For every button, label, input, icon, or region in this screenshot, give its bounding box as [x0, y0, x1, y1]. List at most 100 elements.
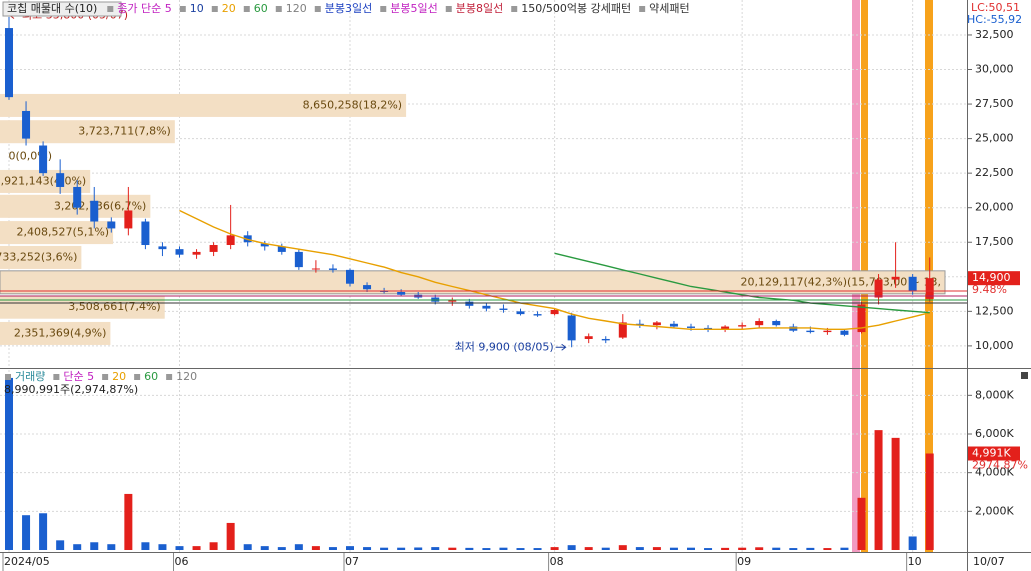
volume-bar [226, 522, 235, 550]
candle-body [22, 110, 31, 139]
legend-swatch [179, 6, 186, 12]
legend-swatch [445, 6, 452, 12]
legend-entry: 종가 단순 5 [117, 2, 171, 15]
hc-label: HC:-55,92 [967, 13, 1022, 26]
volume-profile-bar [0, 270, 946, 295]
x-tick-label: 2024/05 [4, 555, 50, 568]
y-tick-label: 27,500 [975, 97, 1014, 110]
legend-swatch [134, 374, 141, 380]
change-label: 9.48% [972, 283, 1007, 296]
x-tick-label: 08 [550, 555, 564, 568]
volume-profile-bar [0, 221, 114, 245]
candle-body [601, 338, 610, 341]
volume-profile-bar [0, 321, 111, 345]
candle-body [90, 200, 99, 222]
candle-body [209, 245, 218, 252]
legend-entry: 20 [112, 370, 126, 383]
volume-bar [209, 542, 218, 550]
volume-title: 8,990,991주(2,974,87%) [4, 383, 138, 396]
volume-bar [465, 547, 474, 550]
volume-profile-label: 1,921,143(4,0%) [0, 174, 86, 187]
volume-profile-label: 20,129,117(42,3%)(15,703,00 ~ 13, [741, 275, 942, 288]
candle-body [618, 322, 627, 338]
x-tick-label: 06 [175, 555, 189, 568]
legend-swatch [5, 374, 11, 380]
volume-bar [840, 547, 849, 550]
candle-body [806, 330, 815, 333]
candle-body [158, 246, 167, 250]
y-tick-label: 17,500 [975, 235, 1014, 248]
legend-swatch [107, 6, 114, 12]
candle-body [584, 336, 593, 339]
volume-bar [363, 547, 372, 550]
legend-entry: 거래량 [15, 370, 45, 383]
volume-bar [73, 544, 82, 550]
y-tick-label: 12,500 [975, 304, 1014, 317]
candle-body [772, 321, 781, 326]
legend-swatch [511, 6, 518, 12]
volume-bar [311, 546, 320, 550]
volume-profile-bar [0, 93, 407, 117]
candle-body [652, 322, 661, 326]
candle-body [397, 291, 406, 295]
legend-entry: 단순 5 [63, 370, 94, 383]
x-tick-label: 10 [908, 555, 922, 568]
x-tick-label: 07 [345, 555, 359, 568]
legend-swatch [243, 6, 250, 12]
legend-swatch [275, 6, 282, 12]
candle-body [789, 326, 798, 331]
volume-bar [260, 546, 269, 550]
moving-average-line [554, 252, 930, 314]
candle-body [363, 285, 372, 290]
candle-body [755, 321, 764, 326]
candle-body [499, 308, 508, 310]
legend-swatch [166, 374, 173, 380]
legend-swatch [380, 6, 387, 12]
candle-body [567, 315, 576, 341]
volume-bar [380, 547, 389, 550]
candle-body [5, 28, 13, 98]
volume-bar [39, 513, 48, 550]
end-date: 10/07 [973, 555, 1005, 568]
legend-entry: 20 [222, 2, 236, 15]
volume-bar [891, 437, 900, 550]
candle-body [635, 323, 644, 326]
volume-bar [294, 544, 303, 550]
volume-bar [738, 547, 747, 550]
volume-bar [652, 547, 661, 550]
volume-profile-label: 3,723,711(7,8%) [78, 125, 171, 138]
candle-body [891, 276, 900, 280]
volume-profile-label: 1,733,252(3,6%) [0, 250, 77, 263]
volume-bar [550, 547, 559, 550]
candle-body [192, 251, 201, 255]
legend-title: 코칩 매물대 수(10) [7, 2, 97, 15]
candle-body [823, 330, 832, 333]
candle-body [465, 301, 474, 306]
legend-entry: 120 [176, 370, 197, 383]
volume-bar [141, 542, 150, 550]
volume-profile-bar [0, 169, 91, 193]
candle-body [141, 221, 150, 246]
volume-bar [414, 547, 423, 550]
volume-bar [789, 548, 798, 550]
volume-bar [328, 547, 337, 550]
legend-entry: 60 [144, 370, 158, 383]
volume-bar [806, 547, 815, 550]
volume-profile-bar [0, 245, 82, 269]
volume-bar [823, 548, 832, 550]
candle-body [669, 323, 678, 327]
last-price-tag [968, 271, 1020, 286]
volume-profile-label: 3,508,661(7,4%) [68, 300, 161, 313]
lc-label: LC:50,51 [971, 1, 1020, 14]
low-note: 최저 9,900 (08/05) [455, 340, 554, 353]
candle-body [857, 304, 866, 333]
volume-bar [431, 547, 440, 550]
panel-button[interactable] [1021, 372, 1028, 379]
volume-profile-label: 2,408,527(5,1%) [17, 226, 110, 239]
legend-title-box [2, 1, 122, 17]
y-tick-label: 10,000 [975, 339, 1014, 352]
volume-bar [56, 540, 65, 550]
legend-swatch [102, 374, 109, 380]
candle-body [738, 325, 747, 327]
volume-bar [687, 547, 695, 550]
